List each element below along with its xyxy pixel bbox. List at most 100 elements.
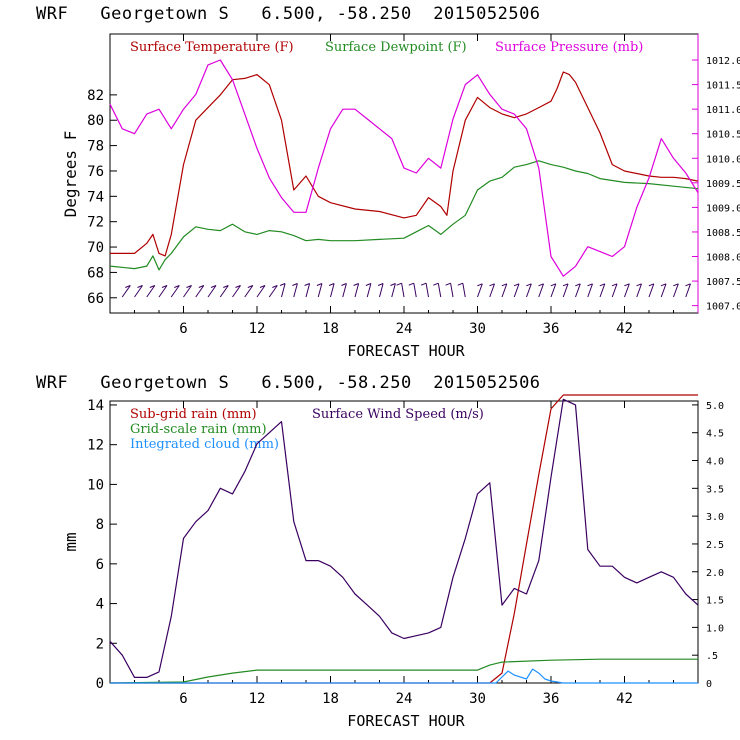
wind-barb-flag [292,283,298,286]
bottom-y-tick-label: 2 [96,636,104,652]
wind-barb-flag [550,283,556,287]
top-y-tick-label: 76 [87,164,104,180]
wind-barb-flag [599,283,605,287]
wind-barb-flag [328,283,335,286]
wind-barb-flag [538,283,544,287]
wind-barb [379,283,384,298]
top-x-tick-label: 12 [249,321,266,337]
bottom-series-line-3 [109,398,699,678]
top-y2-tick-label: 1008.0 [706,253,740,264]
bottom-y-tick-label: 0 [96,676,104,692]
legend-surface-temperature: Surface Temperature (F) [130,40,294,55]
bottom-y2-tick-label: 2.0 [706,568,724,579]
legend-surface-dewpoint: Surface Dewpoint (F) [325,40,467,55]
top-series-line-2 [109,59,699,277]
wind-barb-flag [660,283,667,287]
wind-barb [195,285,205,298]
wind-barb-flag [501,283,507,287]
wind-barb [268,285,278,298]
top-x-tick-label: 36 [543,321,560,337]
wind-barb-flag [611,283,618,287]
wind-barb-flag [341,283,347,286]
wind-barb [501,283,508,298]
wind-barb [330,283,335,298]
wind-barb [401,283,405,298]
top-y-tick-label: 80 [87,113,104,129]
wind-barb [317,283,323,298]
wind-barb [425,283,429,298]
top-y2-tick-label: 1010.5 [706,130,740,141]
top-y2-tick-label: 1010.0 [706,154,740,165]
wind-barb-flag [210,285,217,288]
bottom-y-tick-label: 8 [96,517,104,533]
bottom-x-tick-label: 18 [322,691,339,707]
bottom-y-axis-label: mm [61,532,80,551]
wind-barb [354,283,360,298]
top-chart: Surface Temperature (F) Surface Dewpoint… [61,33,740,360]
wind-barb [599,283,606,298]
wind-barb-flag [587,283,593,287]
bottom-y2-tick-label: 1.5 [706,596,724,607]
wind-barb-flag [186,285,192,288]
wind-barb-flag [161,285,168,288]
wind-barb [538,283,544,298]
top-x-tick-label: 24 [396,321,413,337]
wind-barb [232,285,241,298]
wind-barb [550,283,557,298]
wind-barb-flag [149,285,155,288]
wind-barb [611,283,618,298]
bottom-y2-tick-label: 4.5 [706,429,724,440]
wind-barb [293,283,298,298]
bottom-y2-tick-label: 5.0 [706,401,724,412]
top-x-tick-label: 6 [179,321,187,337]
wind-barb-flag [685,283,691,287]
bottom-y2-tick-label: 0 [706,679,712,690]
wind-barb [244,285,254,298]
wind-barb-flag [223,285,229,288]
wind-barb [526,283,532,298]
bottom-y2-tick-label: 3.5 [706,484,724,495]
wind-barb-flag [390,283,396,286]
bottom-y-tick-label: 10 [87,477,104,493]
wind-barb [636,283,642,298]
wind-barb [624,283,630,298]
wind-barb-flag [365,283,372,286]
top-y2-tick-label: 1008.5 [706,228,740,239]
wind-barb [575,283,581,298]
bottom-panel-title: WRF Georgetown S 6.500, -58.250 20150525… [36,373,541,393]
bottom-y-tick-label: 14 [87,398,104,414]
wind-barb-flag [353,283,359,286]
top-y2-tick-label: 1012.0 [706,56,740,67]
wind-barb [207,285,217,298]
wind-barb-flag [457,282,463,286]
legend-surface-pressure: Surface Pressure (mb) [495,40,643,55]
wind-barb [462,283,466,298]
bottom-y-tick-label: 6 [96,557,104,573]
top-panel-title: WRF Georgetown S 6.500, -58.250 20150525… [36,4,541,24]
legend-grid-scale-rain: Grid-scale rain (mm) [130,422,267,437]
wind-barb-flag [235,285,241,288]
wind-barb [219,285,229,298]
top-x-tick-label: 42 [616,321,633,337]
top-y-tick-label: 78 [87,139,104,155]
wind-barb-flag [304,283,310,286]
top-y2-tick-label: 1009.5 [706,179,740,190]
wind-barb [134,285,143,298]
wind-barb [648,283,655,298]
top-y2-tick-label: 1011.5 [706,81,740,92]
top-series-line-0 [110,71,699,257]
wind-barb [305,283,311,298]
wind-barb-flag [279,283,286,286]
wind-barb [158,285,168,298]
top-x-tick-label: 18 [322,321,339,337]
bottom-y-tick-label: 12 [87,438,104,454]
wind-barb-flag [624,283,630,287]
bottom-x-axis-label: FORECAST HOUR [347,712,465,730]
bottom-y2-tick-label: 3.0 [706,512,724,523]
bottom-y2-tick-label: 4.0 [706,457,724,468]
legend-subgrid-rain: Sub-grid rain (mm) [130,407,257,422]
wind-barb-flag [259,285,266,288]
wind-barb [437,283,442,298]
wind-barb-flag [562,283,569,287]
bottom-x-tick-label: 6 [179,691,187,707]
